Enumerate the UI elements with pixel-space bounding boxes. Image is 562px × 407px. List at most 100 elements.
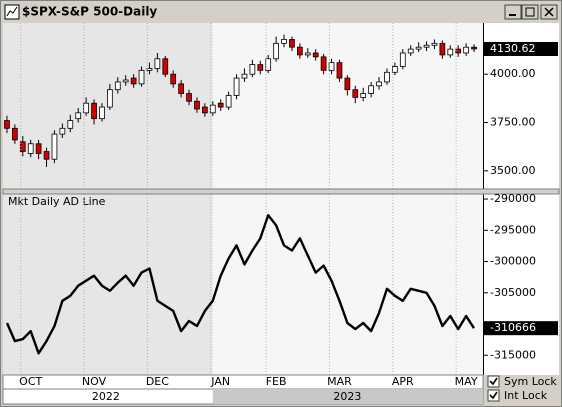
candle-body <box>384 71 390 83</box>
candle-body <box>4 120 10 129</box>
candle-body <box>138 69 145 85</box>
y-tick-label: -305000 <box>490 286 536 299</box>
window-buttons[interactable] <box>504 4 558 20</box>
candle-body <box>320 56 327 71</box>
x-tick-label: FEB <box>266 375 287 388</box>
maximize-button[interactable] <box>521 4 539 20</box>
candle-body <box>336 62 343 79</box>
candle-body <box>130 77 137 85</box>
checkbox[interactable] <box>487 375 500 388</box>
candle-body <box>344 77 351 91</box>
candle-body <box>122 79 129 83</box>
candle-body <box>328 62 335 71</box>
checkmark <box>489 377 498 386</box>
candle-body <box>249 64 256 75</box>
ad-line <box>5 213 476 355</box>
candle-body <box>233 77 240 96</box>
candle-body <box>162 58 169 75</box>
candle-body <box>51 133 58 160</box>
candle-body <box>455 48 462 54</box>
candle-body <box>463 46 469 54</box>
x-tick-label: MAR <box>327 375 352 388</box>
checkbox-label: Int Lock <box>504 389 548 402</box>
candle-body <box>273 42 279 60</box>
candle-body <box>27 143 34 154</box>
x-tick-label: MAY <box>455 375 478 388</box>
checkbox[interactable] <box>487 389 500 402</box>
checkbox-label: Sym Lock <box>504 375 557 388</box>
candle-body <box>257 64 264 71</box>
x-tick-label: APR <box>392 375 414 388</box>
int-lock[interactable]: Int Lock <box>487 389 548 402</box>
candle-body <box>146 68 153 71</box>
last-value-box <box>484 321 558 336</box>
y-tick-label: -290000 <box>490 192 536 205</box>
x-tick-label: JAN <box>210 375 230 388</box>
panel-splitter <box>2 188 560 195</box>
candle-body <box>43 151 50 160</box>
candle-body <box>209 104 216 114</box>
x-tick-label: NOV <box>82 375 107 388</box>
candle-body <box>170 73 177 85</box>
candle-body <box>471 46 477 50</box>
candle-body <box>423 44 430 48</box>
candle-body <box>114 81 121 91</box>
candle-body <box>439 42 446 56</box>
candle-body <box>202 106 208 114</box>
y-tick-label: 3750.00 <box>490 116 536 129</box>
candle-body <box>194 100 200 110</box>
candle-body <box>392 66 398 73</box>
candle-body <box>178 83 184 94</box>
y-tick-label: 3500.00 <box>490 164 536 177</box>
year-shade <box>212 23 483 189</box>
candle-body <box>217 102 224 108</box>
candle-body <box>35 143 42 154</box>
candle-body <box>304 52 311 56</box>
candle-body <box>265 58 272 71</box>
candle-body <box>154 58 161 69</box>
plots: Mkt Daily AD Line <box>3 23 483 375</box>
panel-title: Mkt Daily AD Line <box>8 195 106 208</box>
candle-body <box>407 48 414 54</box>
last-value-label: 4130.62 <box>490 42 536 55</box>
candle-body <box>59 127 66 135</box>
y-tick-label: -300000 <box>490 255 536 268</box>
candle-body <box>281 39 287 44</box>
candle-body <box>376 81 382 87</box>
maximize-glyph <box>525 7 535 17</box>
candle-body <box>83 102 89 114</box>
candle-body <box>312 52 319 58</box>
candle-body <box>225 95 232 108</box>
year-shade <box>212 194 483 375</box>
candle-body <box>297 46 303 56</box>
year-band <box>212 389 483 404</box>
candle-body <box>12 127 18 141</box>
checkmark <box>489 391 498 400</box>
year-label: 2023 <box>333 390 361 403</box>
candle-body <box>186 93 192 102</box>
sym-lock[interactable]: Sym Lock <box>487 375 557 388</box>
candle-body <box>289 39 295 48</box>
candle-body <box>447 48 454 56</box>
x-tick-label: OCT <box>19 375 42 388</box>
candle-body <box>99 106 105 120</box>
year-label: 2022 <box>92 390 120 403</box>
candle-body <box>415 46 422 50</box>
minimize-button[interactable] <box>504 4 522 20</box>
candle-body <box>368 85 374 94</box>
candle-body <box>107 89 113 108</box>
candle-body <box>360 93 367 98</box>
last-value-box <box>484 41 558 56</box>
candle-body <box>91 102 97 120</box>
y-tick-label: -315000 <box>490 348 536 361</box>
candle-body <box>352 89 359 98</box>
candle-body <box>75 112 82 120</box>
app-icon-glyph <box>6 6 18 17</box>
candle-body <box>431 42 438 46</box>
year-shade <box>3 194 213 375</box>
last-value-label: -310666 <box>490 321 536 334</box>
candle-body <box>399 52 406 67</box>
close-glyph <box>544 7 554 17</box>
x-tick-label: DEC <box>146 375 169 388</box>
